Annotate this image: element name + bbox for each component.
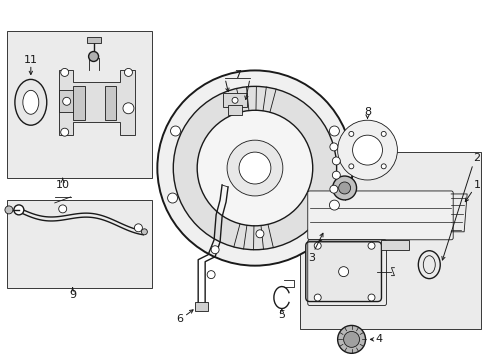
Circle shape (329, 143, 337, 151)
FancyBboxPatch shape (305, 242, 381, 302)
Text: 11: 11 (24, 55, 38, 66)
Text: 9: 9 (69, 289, 76, 300)
Text: 6: 6 (176, 314, 183, 324)
Circle shape (141, 229, 147, 235)
Circle shape (337, 325, 365, 353)
Circle shape (367, 242, 374, 249)
Circle shape (88, 51, 99, 62)
Bar (7, 200, 152, 288)
Text: 4: 4 (375, 334, 382, 345)
Circle shape (124, 68, 132, 76)
Circle shape (314, 242, 321, 249)
Circle shape (61, 68, 68, 76)
Circle shape (314, 294, 321, 301)
Polygon shape (195, 302, 208, 311)
Circle shape (173, 86, 336, 250)
Circle shape (332, 171, 340, 179)
Bar (104, 86, 116, 120)
Circle shape (59, 205, 66, 213)
Circle shape (232, 97, 238, 103)
Text: 5: 5 (278, 310, 285, 320)
Circle shape (329, 185, 337, 193)
Circle shape (367, 294, 374, 301)
Text: 1: 1 (473, 180, 480, 190)
Ellipse shape (23, 90, 39, 114)
Text: 2: 2 (472, 153, 480, 163)
Bar (223, 93, 246, 107)
Circle shape (14, 205, 24, 215)
Circle shape (239, 152, 270, 184)
Circle shape (5, 206, 13, 214)
Circle shape (338, 267, 348, 276)
Bar (86, 37, 101, 42)
Circle shape (381, 164, 386, 169)
Text: 7: 7 (234, 71, 241, 80)
Circle shape (348, 131, 353, 136)
Bar (299, 152, 480, 329)
Circle shape (61, 128, 68, 136)
Text: 8: 8 (363, 107, 370, 117)
Circle shape (122, 103, 134, 114)
Circle shape (332, 157, 340, 165)
Text: 3: 3 (307, 253, 315, 263)
Circle shape (134, 224, 142, 232)
Circle shape (343, 332, 359, 347)
Circle shape (211, 246, 219, 254)
Circle shape (62, 97, 71, 105)
Circle shape (255, 230, 264, 238)
Circle shape (197, 110, 312, 226)
Circle shape (329, 200, 339, 210)
Circle shape (352, 135, 382, 165)
Circle shape (332, 176, 356, 200)
Bar (227, 105, 242, 115)
Bar (7, 31, 152, 178)
Circle shape (157, 71, 352, 266)
Bar (73, 86, 84, 120)
Circle shape (337, 120, 397, 180)
Circle shape (381, 131, 386, 136)
Polygon shape (59, 71, 135, 135)
Circle shape (226, 140, 282, 196)
Circle shape (338, 182, 350, 194)
Circle shape (167, 193, 177, 203)
Circle shape (348, 164, 353, 169)
Bar (59, 90, 75, 112)
Ellipse shape (15, 80, 47, 125)
Circle shape (207, 271, 215, 279)
Bar (381, 240, 408, 250)
FancyBboxPatch shape (307, 191, 452, 240)
Circle shape (329, 126, 339, 136)
Circle shape (170, 126, 180, 136)
Text: 10: 10 (56, 180, 70, 190)
